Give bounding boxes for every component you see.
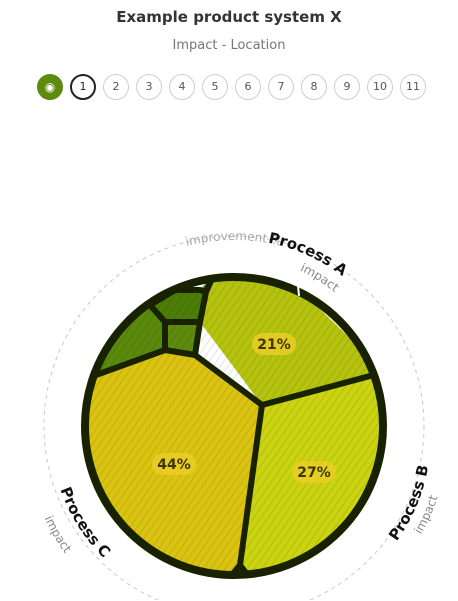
tick-b — [371, 494, 383, 501]
step-4-button[interactable]: 4 — [169, 74, 195, 100]
step-8-button[interactable]: 8 — [301, 74, 327, 100]
step-5-button[interactable]: 5 — [202, 74, 228, 100]
step-10-button[interactable]: 10 — [367, 74, 393, 100]
tick-c — [71, 502, 83, 509]
chart-title: Example product system X — [116, 8, 342, 26]
pct-label-c: 44% — [152, 453, 196, 475]
step-navigator: ◉ 1 2 3 4 5 6 7 8 9 10 11 — [37, 74, 433, 100]
step-7-button[interactable]: 7 — [268, 74, 294, 100]
step-6-button[interactable]: 6 — [235, 74, 261, 100]
step-1-button[interactable]: 1 — [70, 74, 96, 100]
hatch-overlay — [85, 277, 383, 575]
step-home-button[interactable]: ◉ — [37, 74, 63, 100]
step-9-button[interactable]: 9 — [334, 74, 360, 100]
svg-text:21%: 21% — [257, 337, 291, 353]
svg-text:44%: 44% — [157, 457, 191, 473]
pct-label-b: 27% — [292, 461, 336, 483]
improvement-ring — [43, 235, 425, 600]
tick-a — [297, 284, 300, 297]
target-icon: ◉ — [44, 80, 56, 94]
voronoi-chart: improvement % 21% 27% 44% Process A — [42, 229, 441, 600]
improvement-label: improvement % — [184, 229, 284, 249]
label-process-c-impact: impact — [42, 513, 75, 555]
step-3-button[interactable]: 3 — [136, 74, 162, 100]
pct-label-a: 21% — [252, 333, 296, 355]
cells — [85, 277, 383, 575]
chart-subtitle: Impact - Location — [172, 38, 286, 53]
chart-outer-border — [81, 273, 387, 579]
step-11-button[interactable]: 11 — [400, 74, 426, 100]
step-2-button[interactable]: 2 — [103, 74, 129, 100]
svg-text:27%: 27% — [297, 465, 331, 481]
